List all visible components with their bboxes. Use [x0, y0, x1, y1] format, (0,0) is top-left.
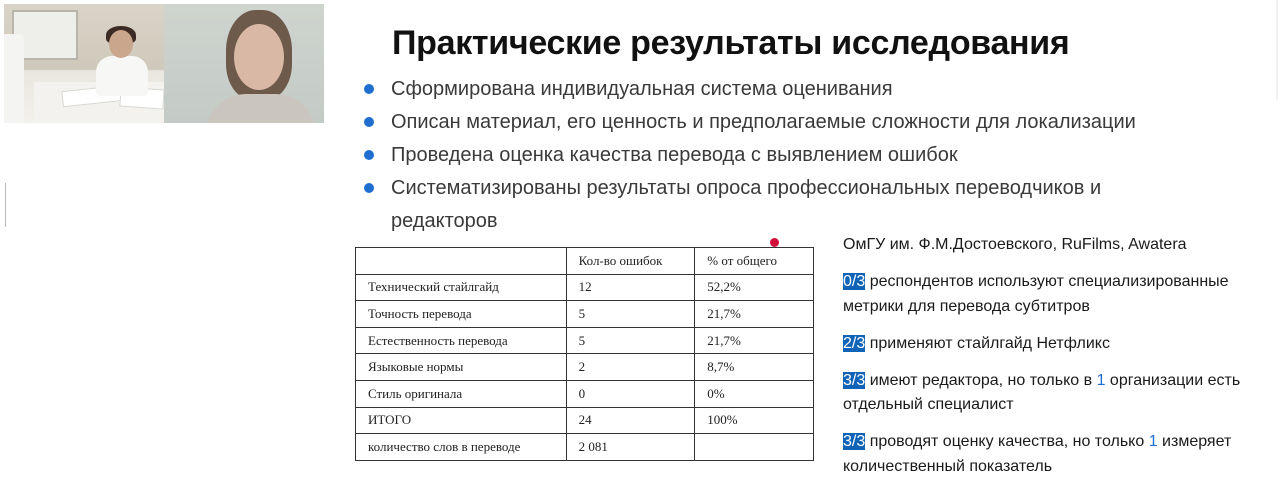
bullet-item: Описан материал, его ценность и предпола…: [364, 106, 1264, 139]
bullet-dot-icon: [364, 183, 374, 193]
table-row: ИТОГО 24 100%: [355, 406, 814, 435]
stat-fraction: 0/3: [843, 273, 866, 290]
table-header-cell: Кол-во ошибок: [565, 247, 696, 275]
table-cell: 21,7%: [694, 300, 814, 328]
bullet-item: Проведена оценка качества перевода с выя…: [364, 139, 1264, 172]
table-cell: Естественность перевода: [355, 326, 567, 355]
table-cell: 0: [565, 379, 696, 408]
table-cell: 8,7%: [694, 353, 814, 381]
table-cell: 5: [565, 326, 696, 355]
stat-number: 1: [1096, 371, 1106, 389]
slide-title: Практические результаты исследования: [392, 24, 1070, 62]
stat-fraction: 3/3: [843, 433, 866, 450]
table-cell: Точность перевода: [355, 300, 567, 328]
survey-stats: ОмГУ им. Ф.М.Достоевского, RuFilms, Awat…: [843, 233, 1263, 492]
cursor-caret: [5, 183, 6, 227]
scrollbar-edge[interactable]: [1276, 0, 1278, 100]
stat-item: 2/3 применяют стайлгайд Нетфликс: [843, 334, 1110, 352]
table-row: Естественность перевода 5 21,7%: [355, 326, 814, 355]
video-tile-speaker[interactable]: [164, 4, 324, 123]
table-cell: 100%: [694, 406, 814, 435]
bullet-item: Сформирована индивидуальная система оцен…: [364, 73, 1264, 106]
table-cell: 21,7%: [694, 326, 814, 355]
table-header-cell: % от общего: [694, 247, 814, 275]
table-cell: Стиль оригинала: [355, 379, 567, 408]
table-cell: 52,2%: [694, 273, 814, 302]
error-table: Кол-во ошибок % от общего Технический ст…: [355, 247, 814, 461]
table-cell: количество слов в переводе: [355, 433, 567, 461]
stat-item: 0/3 респондентов используют специализиро…: [843, 273, 1229, 315]
table-cell: ИТОГО: [355, 406, 567, 435]
person-left-edge: [4, 34, 24, 123]
seated-person-body: [96, 56, 148, 96]
table-cell: 2: [565, 353, 696, 381]
table-row: Языковые нормы 2 8,7%: [355, 353, 814, 381]
table-row: Стиль оригинала 0 0%: [355, 379, 814, 408]
bullet-dot-icon: [364, 84, 374, 94]
table-cell: [694, 433, 814, 461]
table-header-row: Кол-во ошибок % от общего: [355, 247, 814, 275]
video-tile-classroom[interactable]: [4, 4, 164, 123]
bullet-list: Сформирована индивидуальная система оцен…: [364, 73, 1264, 238]
table-row: Точность перевода 5 21,7%: [355, 300, 814, 328]
speaker-face: [234, 24, 284, 90]
table-row: Технический стайлгайд 12 52,2%: [355, 273, 814, 302]
bullet-item: Систематизированы результаты опроса проф…: [364, 172, 1151, 238]
table-cell: 2 081: [565, 433, 696, 461]
stat-item: 3/3 проводят оценку качества, но только …: [843, 433, 1232, 475]
stat-fraction: 2/3: [843, 334, 866, 352]
table-cell: 0%: [694, 379, 814, 408]
table-cell: Технический стайлгайд: [355, 273, 567, 302]
seated-person-head: [109, 30, 133, 58]
speaker-body: [206, 94, 316, 123]
table-row: количество слов в переводе 2 081: [355, 433, 814, 461]
table-cell: 5: [565, 300, 696, 328]
bullet-dot-icon: [364, 117, 374, 127]
stat-number: 1: [1148, 433, 1158, 450]
bullet-dot-icon: [364, 150, 374, 160]
stat-item: 3/3 имеют редактора, но только в 1 орган…: [843, 371, 1241, 413]
table-cell: 12: [565, 273, 696, 302]
table-header-cell: [355, 247, 567, 275]
stat-fraction: 3/3: [843, 371, 866, 389]
stats-organizations: ОмГУ им. Ф.М.Достоевского, RuFilms, Awat…: [843, 236, 1187, 253]
table-cell: 24: [565, 406, 696, 435]
table-cell: Языковые нормы: [355, 353, 567, 381]
laser-pointer-icon: [770, 238, 779, 247]
